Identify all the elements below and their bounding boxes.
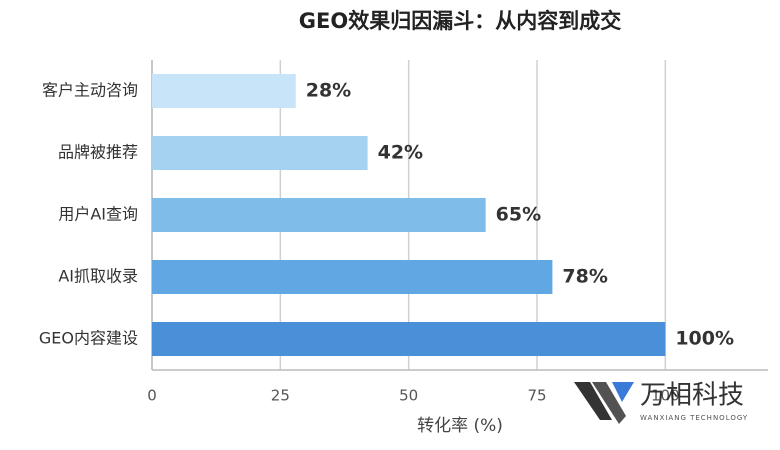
bar — [152, 260, 553, 294]
x-tick-label: 75 — [527, 387, 546, 405]
value-label: 65% — [496, 204, 541, 226]
y-tick-label: 品牌被推荐 — [58, 143, 138, 162]
y-tick-label: GEO内容建设 — [39, 329, 138, 348]
bar — [152, 198, 486, 232]
x-tick-label: 0 — [147, 387, 157, 405]
value-label: 78% — [562, 266, 607, 288]
chart-title: GEO效果归因漏斗：从内容到成交 — [299, 9, 621, 33]
y-tick-label: 客户主动咨询 — [42, 81, 138, 100]
bar — [152, 322, 666, 356]
value-label: 100% — [675, 328, 734, 350]
value-label: 42% — [378, 142, 423, 164]
watermark-subtitle: WANXIANG TECHNOLOGY — [640, 414, 748, 422]
bar — [152, 74, 296, 108]
bar — [152, 136, 368, 170]
plot: 0 25 50 75 100 客户主动咨询 28% 品牌被推荐 42% 用户AI查询 65% AI抓取… — [39, 60, 768, 405]
logo-shape — [612, 382, 634, 402]
logo-shape — [592, 382, 626, 424]
logo-shape — [574, 382, 612, 420]
y-tick-label: 用户AI查询 — [58, 205, 138, 224]
watermark-name: 万相科技 — [640, 381, 744, 411]
x-axis-label: 转化率 (%) — [417, 416, 503, 436]
x-tick-label: 25 — [271, 387, 290, 405]
x-tick-label: 50 — [399, 387, 418, 405]
value-label: 28% — [306, 80, 351, 102]
y-tick-label: AI抓取收录 — [58, 267, 138, 286]
x-tick-label: 100 — [651, 387, 680, 405]
watermark: 万相科技 WANXIANG TECHNOLOGY — [574, 381, 748, 424]
